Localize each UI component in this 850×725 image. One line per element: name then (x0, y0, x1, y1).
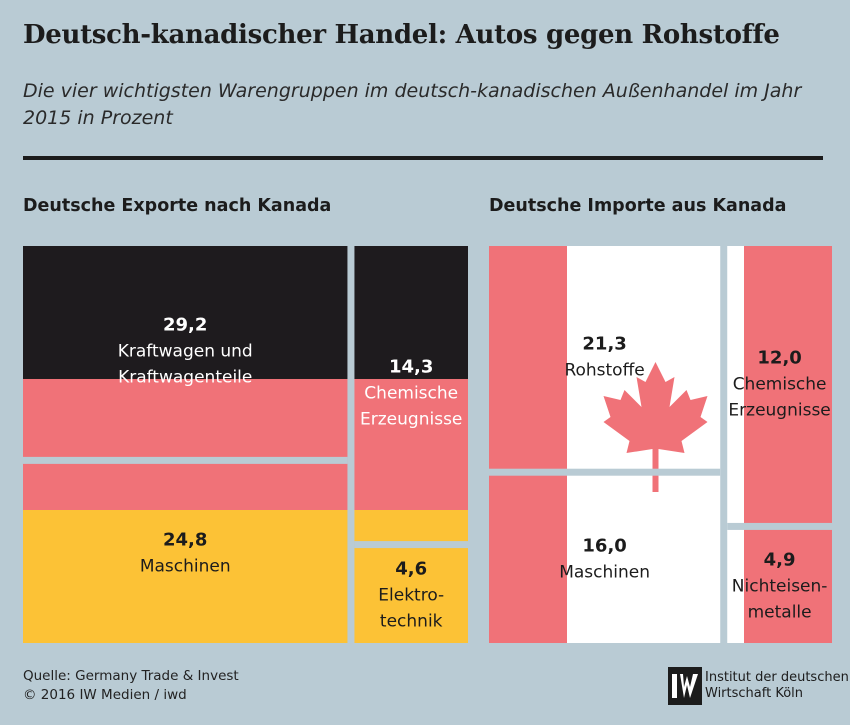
logo-line-2: Wirtschaft Köln (705, 686, 804, 701)
flag-band-red-right (744, 246, 832, 643)
export-gap-right (354, 541, 468, 549)
source-text: Quelle: Germany Trade & Invest (23, 668, 239, 684)
value-label-chemische-erzeugnisse-import: 12,0 (757, 347, 801, 368)
category-label-chemische-erzeugnisse-import-1: Chemische (733, 374, 827, 394)
flag-stripe-red (23, 378, 468, 511)
value-label-chemische-erzeugnisse-export: 14,3 (389, 357, 433, 378)
import-gap-left (489, 468, 721, 476)
canadian-flag-background (489, 246, 832, 643)
iw-logo-icon (668, 667, 702, 705)
category-label-nichteisenmetalle-import-1: Nichteisen- (732, 576, 828, 596)
logo-line-1: Institut der deutschen (705, 670, 849, 685)
export-gap-left (23, 456, 348, 464)
category-label-maschinen-import-1: Maschinen (559, 562, 650, 582)
flag-band-red-left (489, 246, 567, 643)
flag-stripe-gold (23, 510, 468, 643)
category-label-chemische-erzeugnisse-export-2: Erzeugnisse (360, 410, 462, 430)
german-flag-background (23, 246, 468, 643)
category-label-nichteisenmetalle-import-2: metalle (748, 602, 812, 622)
import-gap-vertical (720, 246, 728, 643)
imports-chart-title: Deutsche Importe aus Kanada (489, 196, 787, 216)
divider (23, 156, 823, 160)
source-note: Quelle: Germany Trade & Invest © 2016 IW… (23, 667, 239, 705)
value-label-maschinen-import: 16,0 (582, 535, 626, 556)
value-label-kraftwagen-und-kraftwagenteile-export: 29,2 (163, 314, 207, 335)
page-title: Deutsch-kanadischer Handel: Autos gegen … (23, 20, 780, 50)
category-label-kraftwagen-und-kraftwagenteile-export-2: Kraftwagenteile (118, 367, 252, 387)
exports-chart-title: Deutsche Exporte nach Kanada (23, 196, 332, 216)
import-gap-right (727, 522, 832, 530)
copyright-text: © 2016 IW Medien / iwd (23, 687, 187, 703)
flag-stripe-black (23, 246, 468, 379)
category-label-kraftwagen-und-kraftwagenteile-export-1: Kraftwagen und (118, 341, 253, 361)
value-label-elektrotechnik-export: 4,6 (395, 559, 427, 580)
page-subtitle: Die vier wichtigsten Warengruppen im deu… (23, 80, 802, 129)
category-label-elektrotechnik-export-1: Elektro- (378, 586, 444, 606)
value-label-nichteisenmetalle-import: 4,9 (764, 549, 796, 570)
category-label-maschinen-export-1: Maschinen (140, 556, 231, 576)
value-label-rohstoffe-import: 21,3 (582, 333, 626, 354)
category-label-rohstoffe-import-1: Rohstoffe (564, 360, 644, 380)
value-label-maschinen-export: 24,8 (163, 529, 207, 550)
category-label-elektrotechnik-export-2: technik (380, 612, 443, 632)
iw-logo: Institut der deutschen Wirtschaft Köln (668, 667, 849, 707)
category-label-chemische-erzeugnisse-import-2: Erzeugnisse (728, 400, 830, 420)
category-label-chemische-erzeugnisse-export-1: Chemische (364, 384, 458, 404)
maple-leaf-icon (603, 362, 708, 492)
export-gap-vertical (347, 246, 355, 643)
